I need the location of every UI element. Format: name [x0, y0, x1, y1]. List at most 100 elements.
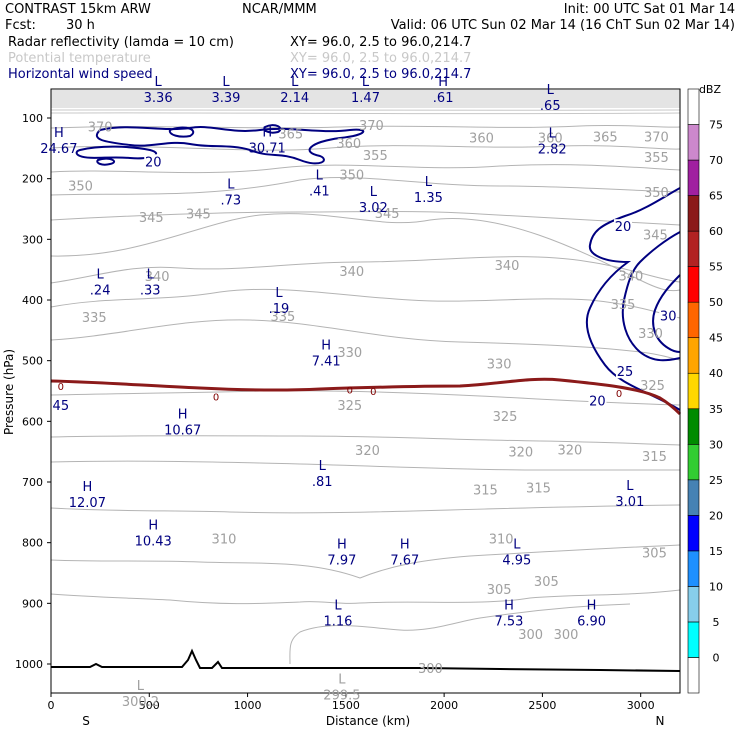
south-label: S: [82, 714, 90, 728]
forecast-label: Fcst:: [5, 18, 36, 33]
theta-contour-label: 360: [336, 137, 361, 152]
theta-line-355: [50, 164, 681, 174]
jet-cell-contour-c: [96, 157, 116, 166]
x-tick-label: 2000: [430, 699, 458, 712]
theta-line-345a: [50, 211, 681, 226]
wind-extremum-kind: H: [400, 537, 410, 552]
upper-isentrope-bundle: [50, 90, 681, 115]
theta-line-315: [50, 460, 680, 471]
colorbar-level: 50: [709, 296, 723, 309]
wind-extremum-kind: L: [316, 168, 324, 183]
wind-extremum-kind: H: [321, 338, 331, 353]
theta-contour-label: 345: [186, 207, 211, 222]
jet-small-contour-20: [75, 145, 158, 160]
x-axis: 0 500 1000 1500 2000 2500 3000: [48, 693, 655, 712]
theta-contour-label: 325: [640, 379, 665, 394]
wind-extremum-kind: H: [438, 75, 448, 90]
theta-line-300a: [50, 589, 681, 605]
colorbar-level: 10: [709, 580, 723, 593]
wind-extremum-kind: L: [155, 75, 163, 90]
wind-extremum-value: 1.35: [414, 191, 443, 206]
theta-contour-label: 360: [538, 132, 563, 147]
field-theta-xy: XY= 96.0, 2.5 to 96.0,214.7: [290, 51, 471, 66]
theta-contour-label: 325: [337, 399, 362, 414]
colorbar-swatch: [687, 657, 700, 694]
colorbar-swatch: [687, 337, 700, 374]
theta-line-300b: [289, 603, 631, 665]
theta-line-350: [50, 177, 681, 196]
wind-speed-contours: [75, 124, 681, 411]
theta-line-320: [50, 435, 681, 446]
y-tick-label: 100: [22, 112, 43, 125]
wind-extremum-kind: L: [291, 75, 299, 90]
x-axis-label: Distance (km): [326, 714, 410, 728]
wind-label-bg: [613, 219, 632, 234]
x-tick-label: 500: [139, 699, 160, 712]
y-tick-label: 800: [22, 537, 43, 550]
theta-contour-label: 315: [473, 483, 498, 498]
colorbar-level: 75: [709, 119, 723, 132]
wind-extrema: L3.36L3.39L2.14L1.47H.61L.65H24.67H30.71…: [40, 75, 644, 630]
reflectivity-contour-label: 0: [213, 393, 219, 404]
wind-label-bg: [588, 393, 607, 408]
wind-extremum-kind: L: [334, 599, 342, 614]
theta-line-335: [50, 288, 681, 319]
theta-contour-label: 300: [418, 662, 443, 677]
colorbar-level: 5: [713, 616, 720, 629]
theta-contour-label: 355: [363, 149, 388, 164]
north-label: N: [656, 714, 665, 728]
wind-extremum-value: .33: [140, 283, 161, 298]
wind-extremum-kind: L: [97, 267, 105, 282]
theta-contour-label: 350: [644, 186, 669, 201]
theta-line-340: [50, 256, 681, 284]
colorbar-level: 65: [709, 190, 723, 203]
wind-extremum-value: 7.53: [495, 615, 524, 630]
colorbar-level: 0: [713, 651, 720, 664]
theta-contour-label: 330: [337, 346, 362, 361]
wind-extremum-value: .24: [90, 283, 111, 298]
wind-label-bg: [659, 308, 678, 323]
theta-contour-label: 370: [88, 121, 113, 136]
wind-extremum-kind: H: [262, 125, 272, 140]
y-tick-label: 900: [22, 597, 43, 610]
colorbar-level: 15: [709, 545, 723, 558]
colorbar-level: 45: [709, 332, 723, 345]
wind-extremum-value: 2.14: [280, 91, 309, 106]
theta-contour-label: 340: [618, 269, 643, 284]
jet-core-contour-20: [95, 126, 365, 165]
wind-extremum-value: 1.16: [324, 615, 353, 630]
reflectivity-labels: 0 0 0 0 0 45: [53, 382, 623, 414]
wind-contour-label: 30: [660, 309, 677, 324]
colorbar-swatch: [687, 301, 700, 339]
wind-extremum-value: 1.47: [351, 91, 380, 106]
theta-contour-label: 325: [493, 410, 518, 425]
colorbar-swatch: [687, 408, 700, 445]
wind-extremum-kind: L: [513, 537, 521, 552]
colorbar-swatch: [687, 586, 700, 623]
y-tick-label: 600: [22, 415, 43, 428]
wind-extremum-value: 7.97: [327, 553, 356, 568]
theta-contour-label: 335: [271, 310, 296, 325]
wind-extremum-value: 2.82: [538, 143, 567, 158]
x-tick-label: 0: [48, 699, 55, 712]
theta-contour-label: 305: [534, 575, 559, 590]
colorbar-level: 20: [709, 509, 723, 522]
north-jet-contour-25: [621, 231, 681, 362]
colorbar: 0 5 10 15 20 25 30 35 40 45 50 55 60 65 70 75: [687, 88, 723, 694]
model-title: CONTRAST 15km ARW: [5, 2, 151, 17]
theta-contour-label: 355: [644, 151, 669, 166]
wind-extremum-value: 12.07: [69, 496, 106, 511]
colorbar-swatch: [687, 266, 700, 303]
wind-contour-label: 20: [615, 220, 632, 235]
theta-contour-label: 310: [489, 533, 514, 548]
theta-line-310: [50, 504, 681, 514]
colorbar-level: 35: [709, 403, 723, 416]
theta-contour-label: 310: [212, 533, 237, 548]
theta-line-345b: [50, 213, 681, 292]
y-tick-label: 200: [22, 173, 43, 186]
x-tick-label: 2500: [528, 699, 556, 712]
wind-extremum-value: 24.67: [40, 142, 77, 157]
y-axis: 100 200 300 400 500 600 700 800 900 1000: [15, 112, 51, 671]
theta-contour-label: 350: [68, 180, 93, 195]
reflectivity-contour-label: 0: [370, 387, 376, 398]
